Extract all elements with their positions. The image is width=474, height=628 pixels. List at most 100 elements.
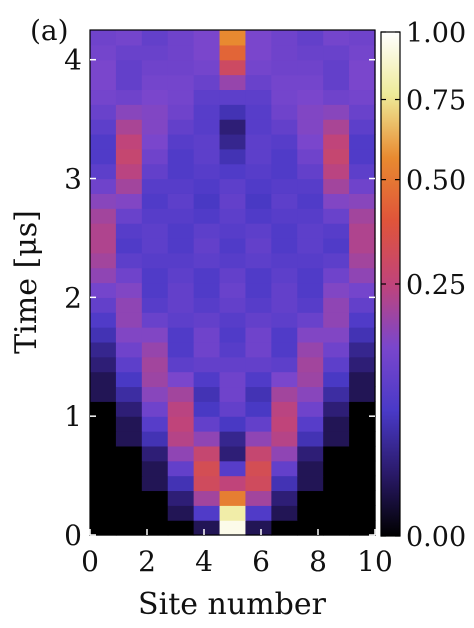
- heatmap-cell: [323, 371, 350, 388]
- heatmap-cell: [297, 30, 324, 46]
- heatmap-cell: [167, 401, 195, 417]
- heatmap-cell: [271, 89, 298, 105]
- heatmap-cell: [219, 119, 247, 135]
- y-axis-label: Time [μs]: [9, 210, 44, 354]
- heatmap-cell: [245, 30, 272, 46]
- heatmap-cell: [349, 30, 376, 46]
- heatmap-cell: [349, 44, 376, 61]
- heatmap-cell: [271, 104, 298, 120]
- heatmap-cell: [323, 178, 350, 194]
- heatmap-cell: [271, 252, 298, 269]
- heatmap-cell: [115, 297, 143, 313]
- x-axis-label: Site number: [138, 587, 327, 622]
- heatmap-cell: [193, 460, 221, 477]
- heatmap-cell: [349, 163, 376, 180]
- heatmap-cell: [219, 30, 247, 46]
- heatmap-cell: [271, 193, 298, 209]
- heatmap-cell: [219, 133, 247, 150]
- heatmap-cell: [349, 341, 376, 358]
- heatmap-cell: [297, 490, 324, 506]
- heatmap-cell: [349, 475, 376, 492]
- heatmap-cell: [297, 505, 324, 521]
- heatmap-cell: [167, 460, 195, 477]
- heatmap-cell: [193, 445, 221, 462]
- heatmap-cell: [141, 445, 169, 462]
- heatmap-cell: [193, 267, 221, 284]
- heatmap-cell: [297, 237, 324, 254]
- heatmap-cell: [245, 460, 272, 477]
- heatmap-cell: [245, 104, 272, 120]
- heatmap-cell: [90, 416, 117, 432]
- heatmap-cell: [297, 193, 324, 209]
- colorbar-tick-label: 0.00: [406, 522, 466, 553]
- x-tick-label: 4: [195, 545, 213, 578]
- heatmap-cell: [90, 475, 117, 492]
- heatmap-cell: [141, 119, 169, 135]
- heatmap-cell: [245, 312, 272, 328]
- heatmap-cell: [115, 490, 143, 506]
- heatmap-cell: [115, 460, 143, 477]
- heatmap-cell: [219, 475, 247, 492]
- heatmap-cell: [297, 460, 324, 477]
- heatmap-cell: [323, 193, 350, 209]
- x-tick-label: 8: [309, 545, 327, 578]
- heatmap-cell: [90, 193, 117, 209]
- heatmap-cell: [349, 416, 376, 432]
- heatmap-cell: [167, 490, 195, 506]
- heatmap-cell: [271, 163, 298, 180]
- heatmap-cell: [115, 267, 143, 284]
- heatmap-cell: [141, 30, 169, 46]
- heatmap-cell: [245, 520, 272, 536]
- heatmap-cell: [349, 223, 376, 239]
- heatmap-cell: [245, 297, 272, 313]
- heatmap-cell: [349, 505, 376, 521]
- heatmap-cell: [167, 445, 195, 462]
- heatmap-cell: [245, 163, 272, 180]
- heatmap-cell: [245, 401, 272, 417]
- heatmap-cell: [115, 133, 143, 150]
- heatmap-cell: [245, 267, 272, 284]
- heatmap-cell: [323, 401, 350, 417]
- heatmap-cell: [219, 282, 247, 298]
- heatmap-cell: [193, 312, 221, 328]
- heatmap-cell: [219, 44, 247, 61]
- heatmap-cell: [219, 312, 247, 328]
- heatmap-cell: [115, 74, 143, 91]
- heatmap-cell: [193, 44, 221, 61]
- heatmap-cell: [115, 312, 143, 328]
- heatmap-cell: [141, 133, 169, 150]
- heatmap-cell: [193, 327, 221, 343]
- heatmap-cell: [115, 445, 143, 462]
- heatmap-cell: [193, 520, 221, 536]
- heatmap-cell: [349, 356, 376, 373]
- heatmap-cell: [141, 163, 169, 180]
- heatmap-cell: [297, 119, 324, 135]
- heatmap-cell: [349, 371, 376, 388]
- heatmap-cell: [167, 431, 195, 447]
- heatmap-cell: [167, 252, 195, 269]
- heatmap-cell: [245, 193, 272, 209]
- heatmap-cell: [90, 74, 117, 91]
- heatmap-cell: [115, 208, 143, 224]
- x-tick-label: 6: [252, 545, 270, 578]
- heatmap-cell: [193, 386, 221, 402]
- heatmap-cell: [115, 520, 143, 536]
- heatmap-cell: [193, 30, 221, 46]
- heatmap-cell: [90, 520, 117, 536]
- heatmap-cell: [297, 178, 324, 194]
- heatmap-cell: [271, 505, 298, 521]
- heatmap-cell: [271, 297, 298, 313]
- heatmap-cell: [323, 104, 350, 120]
- colorbar-tick-label: 0.25: [406, 270, 466, 301]
- heatmap-cell: [141, 282, 169, 298]
- heatmap-cell: [219, 252, 247, 269]
- heatmap-cell: [90, 223, 117, 239]
- heatmap-cell: [297, 520, 324, 536]
- heatmap-cell: [90, 341, 117, 358]
- heatmap-cell: [167, 30, 195, 46]
- panel-label: (a): [30, 14, 69, 47]
- heatmap-cell: [245, 341, 272, 358]
- heatmap-cell: [323, 297, 350, 313]
- colorbar-tick-label: 0.75: [406, 86, 466, 117]
- heatmap-cell: [271, 341, 298, 358]
